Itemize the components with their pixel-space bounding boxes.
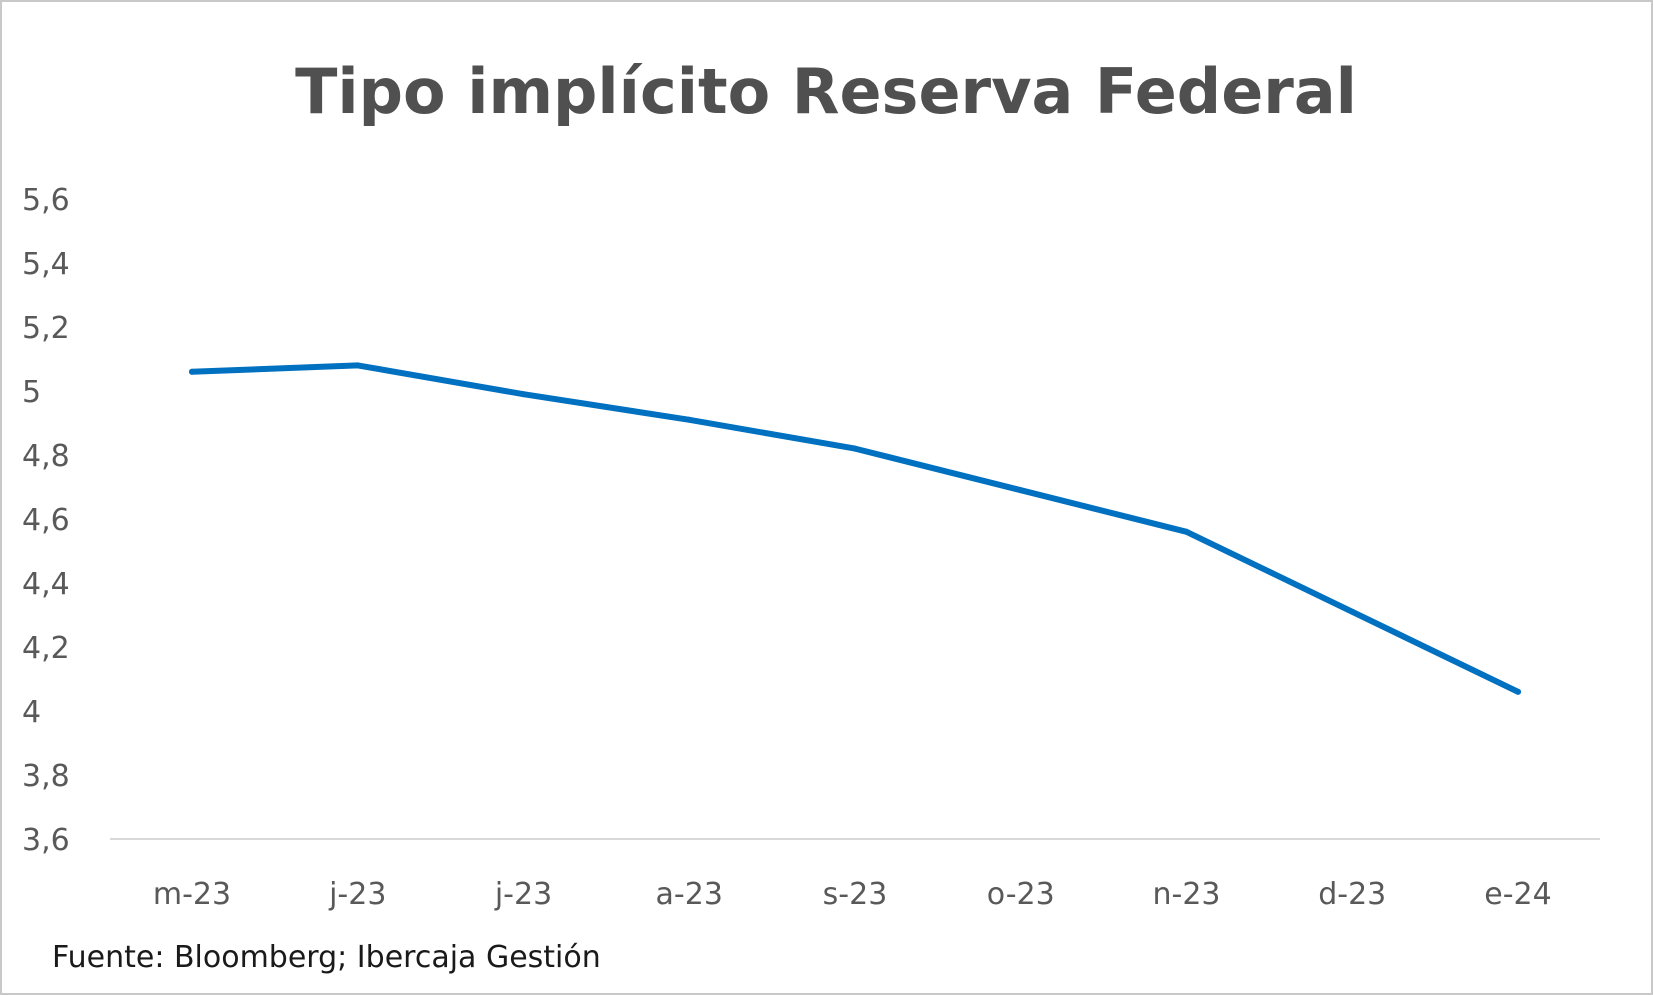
x-tick-label: s-23	[823, 877, 888, 912]
x-tick-label: n-23	[1152, 877, 1220, 912]
y-tick-label: 5,2	[22, 311, 70, 346]
x-tick-label: a-23	[656, 877, 723, 912]
data-point	[1515, 689, 1521, 695]
series-line-0	[192, 365, 1518, 691]
y-tick-label: 4,6	[22, 503, 70, 538]
x-tick-label: m-23	[153, 877, 231, 912]
y-tick-label: 5,6	[22, 183, 70, 218]
y-tick-label: 3,6	[22, 823, 70, 858]
x-tick-label: e-24	[1484, 877, 1551, 912]
y-tick-label: 3,8	[22, 759, 70, 794]
y-tick-label: 4,8	[22, 439, 70, 474]
x-tick-label: j-23	[328, 877, 386, 912]
data-point	[686, 417, 692, 423]
x-tick-label: o-23	[987, 877, 1055, 912]
y-tick-label: 5	[22, 375, 41, 410]
y-axis-ticks: 3,6 3,8 4 4,2 4,4 4,6 4,8 5 5,2 5,4 5,6	[22, 183, 70, 858]
y-tick-label: 4,2	[22, 631, 70, 666]
data-point	[189, 369, 195, 375]
y-tick-label: 4	[22, 695, 41, 730]
source-note: Fuente: Bloomberg; Ibercaja Gestión	[52, 940, 601, 975]
data-point	[1018, 487, 1024, 493]
x-tick-label: d-23	[1318, 877, 1386, 912]
chart-title: Tipo implícito Reserva Federal	[295, 55, 1357, 128]
x-axis-ticks: m-23 j-23 j-23 a-23 s-23 o-23 n-23 d-23 e-24	[153, 877, 1552, 912]
data-point	[1184, 529, 1190, 535]
y-tick-label: 4,4	[22, 567, 70, 602]
x-tick-label: j-23	[494, 877, 552, 912]
data-point	[852, 446, 858, 452]
data-point	[355, 362, 361, 368]
y-tick-label: 5,4	[22, 247, 70, 282]
data-point	[1349, 609, 1355, 615]
data-point	[521, 391, 527, 397]
series-layer	[189, 362, 1521, 694]
